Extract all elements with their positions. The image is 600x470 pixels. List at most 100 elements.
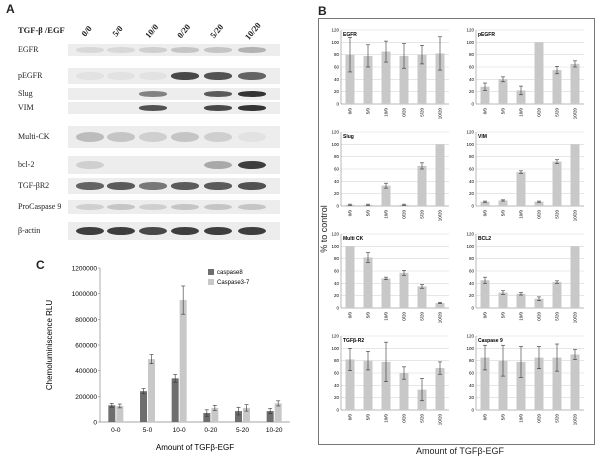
y-tick-label: 60 — [469, 167, 475, 172]
y-tick-label: 60 — [469, 269, 475, 274]
bar — [171, 378, 179, 422]
y-tick-label: 60 — [469, 65, 475, 70]
blot-band — [139, 105, 167, 111]
blot-band — [204, 182, 232, 190]
blot-band — [107, 72, 135, 80]
y-tick-label: 1000000 — [72, 291, 98, 298]
y-tick-label: 120 — [331, 130, 339, 135]
x-tick-label: 5-0 — [143, 427, 153, 434]
blot-band — [204, 132, 232, 142]
bar — [116, 405, 124, 422]
x-tick-label: 5/20 — [420, 108, 425, 117]
x-tick-label: 0/0 — [348, 210, 353, 217]
x-tick-label: 0/20 — [402, 414, 407, 423]
bar — [345, 54, 355, 104]
x-tick-label: 10/0 — [384, 414, 389, 423]
x-tick-label: 10-0 — [173, 427, 186, 434]
y-tick-label: 0 — [93, 420, 97, 427]
panel-b-chart-title: Caspase 9 — [478, 338, 503, 344]
bar — [363, 360, 373, 410]
x-tick-label: 0/0 — [483, 312, 488, 319]
blot-band — [139, 132, 167, 142]
panel-label-b: B — [318, 4, 327, 18]
bar — [480, 280, 490, 308]
bar — [480, 201, 490, 206]
blot-band — [76, 182, 104, 190]
y-tick-label: 20 — [334, 89, 340, 94]
blot-band — [139, 226, 167, 236]
panel-b-xlabel: Amount of TGFβ-EGF — [415, 446, 505, 456]
bar — [534, 357, 544, 410]
y-tick-label: 120 — [331, 232, 339, 237]
y-tick-label: 120 — [466, 232, 474, 237]
y-tick-label: 120 — [331, 334, 339, 339]
blot-band — [238, 203, 266, 211]
blot-band — [76, 203, 104, 211]
blot-band — [171, 203, 199, 211]
blot-row-label: Multi-CK — [18, 132, 50, 141]
x-tick-label: 10/20 — [573, 312, 578, 324]
bar — [498, 200, 508, 206]
panel-b-chart: 0 20 40 60 80 100 120 Caspase 9 0/0 5/0 10/0 0/20 5/… — [466, 334, 584, 426]
y-tick-label: 100 — [331, 142, 339, 147]
x-tick-label: 10/20 — [438, 414, 443, 426]
y-tick-label: 20 — [334, 395, 340, 400]
x-tick-label: 0/0 — [483, 108, 488, 115]
bar — [516, 293, 526, 308]
y-tick-label: 80 — [469, 154, 475, 159]
y-tick-label: 120 — [466, 334, 474, 339]
bar — [570, 63, 580, 104]
x-tick-label: 10/0 — [519, 108, 524, 117]
blot-band — [204, 47, 232, 53]
y-tick-label: 100 — [466, 346, 474, 351]
bar — [552, 282, 562, 308]
x-tick-label: 0/0 — [348, 312, 353, 319]
blot-band — [107, 47, 135, 53]
blot-band — [238, 91, 266, 97]
y-tick-label: 40 — [469, 179, 475, 184]
blot-row-label: ProCaspase 9 — [18, 202, 62, 211]
x-tick-label: 0/20 — [402, 210, 407, 219]
x-tick-label: 10/20 — [573, 108, 578, 120]
bar — [552, 70, 562, 104]
bar — [570, 354, 580, 410]
y-tick-label: 0 — [336, 408, 339, 413]
y-tick-label: 80 — [334, 52, 340, 57]
x-tick-label: 10/20 — [573, 210, 578, 222]
y-tick-label: 20 — [469, 395, 475, 400]
blot-band — [171, 226, 199, 236]
bar — [417, 165, 427, 206]
x-tick-label: 5/20 — [555, 414, 560, 423]
bar — [345, 246, 355, 308]
bar — [498, 360, 508, 410]
bar — [399, 373, 409, 410]
blot-band — [238, 72, 266, 80]
blot-condition-label: 0/20 — [174, 21, 193, 41]
bar — [381, 51, 391, 104]
blot-band — [238, 105, 266, 111]
panel-b-chart-title: VIM — [478, 134, 487, 140]
x-tick-label: 0/0 — [348, 414, 353, 421]
panel-b-chart-title: Slug — [343, 134, 354, 140]
x-tick-label: 10/20 — [573, 414, 578, 426]
x-tick-label: 5/20 — [420, 414, 425, 423]
y-tick-label: 40 — [334, 281, 340, 286]
blot-condition-label: 10/20 — [242, 20, 263, 42]
x-tick-label: 10/0 — [519, 414, 524, 423]
blot-band — [204, 91, 232, 97]
y-tick-label: 0 — [336, 102, 339, 107]
y-tick-label: 120 — [466, 130, 474, 135]
blot-band — [76, 226, 104, 236]
blot-band — [107, 132, 135, 142]
blot-band — [107, 182, 135, 190]
bar — [235, 411, 242, 422]
bar — [534, 201, 544, 206]
panel-b-chart: 0 20 40 60 80 100 120 EGFR 0/0 5/0 10/0 0/20 5/20 10/… — [331, 28, 449, 119]
y-tick-label: 20 — [334, 293, 340, 298]
y-tick-label: 80 — [469, 256, 475, 261]
bar — [266, 411, 274, 422]
y-tick-label: 60 — [469, 371, 475, 376]
x-tick-label: 0/20 — [537, 210, 542, 219]
legend-label: caspase8 — [217, 270, 243, 276]
bar — [148, 359, 155, 422]
